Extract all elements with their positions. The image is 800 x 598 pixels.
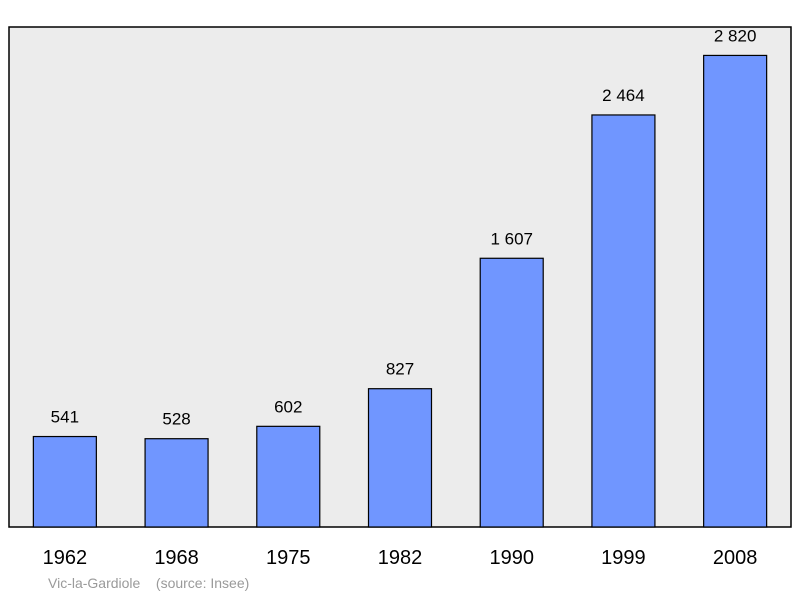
value-labels-group: 541 528 602 827 1 607 2 464 2 820 [51,26,757,428]
value-label-1999: 2 464 [602,86,645,105]
chart-caption: Vic-la-Gardiole (source: Insee) [48,575,249,591]
value-label-1962: 541 [51,408,79,427]
x-tick-label-1962: 1962 [43,547,88,569]
value-label-1982: 827 [386,360,414,379]
x-tick-label-1968: 1968 [154,547,199,569]
bar-1990 [479,257,544,528]
x-tick-label-1990: 1990 [489,547,534,569]
bar-1999 [591,114,656,528]
x-tick-label-2008: 2008 [713,547,758,569]
bar-1975 [256,425,321,528]
value-label-1990: 1 607 [490,229,533,248]
x-tick-labels-group: 1962 1968 1975 1982 1990 1999 2008 [43,547,758,569]
value-label-1975: 602 [274,397,302,416]
caption-place: Vic-la-Gardiole [48,575,141,591]
x-tick-label-1982: 1982 [378,547,423,569]
x-tick-label-1999: 1999 [601,547,646,569]
x-tick-label-1975: 1975 [266,547,311,569]
value-label-1968: 528 [162,410,190,429]
bar-1982 [367,388,433,528]
value-label-2008: 2 820 [714,26,757,45]
bars-group [32,54,768,528]
bar-1968 [144,438,209,528]
bar-1962 [32,435,97,528]
caption-source: (source: Insee) [155,575,250,591]
bar-2008 [703,54,768,528]
